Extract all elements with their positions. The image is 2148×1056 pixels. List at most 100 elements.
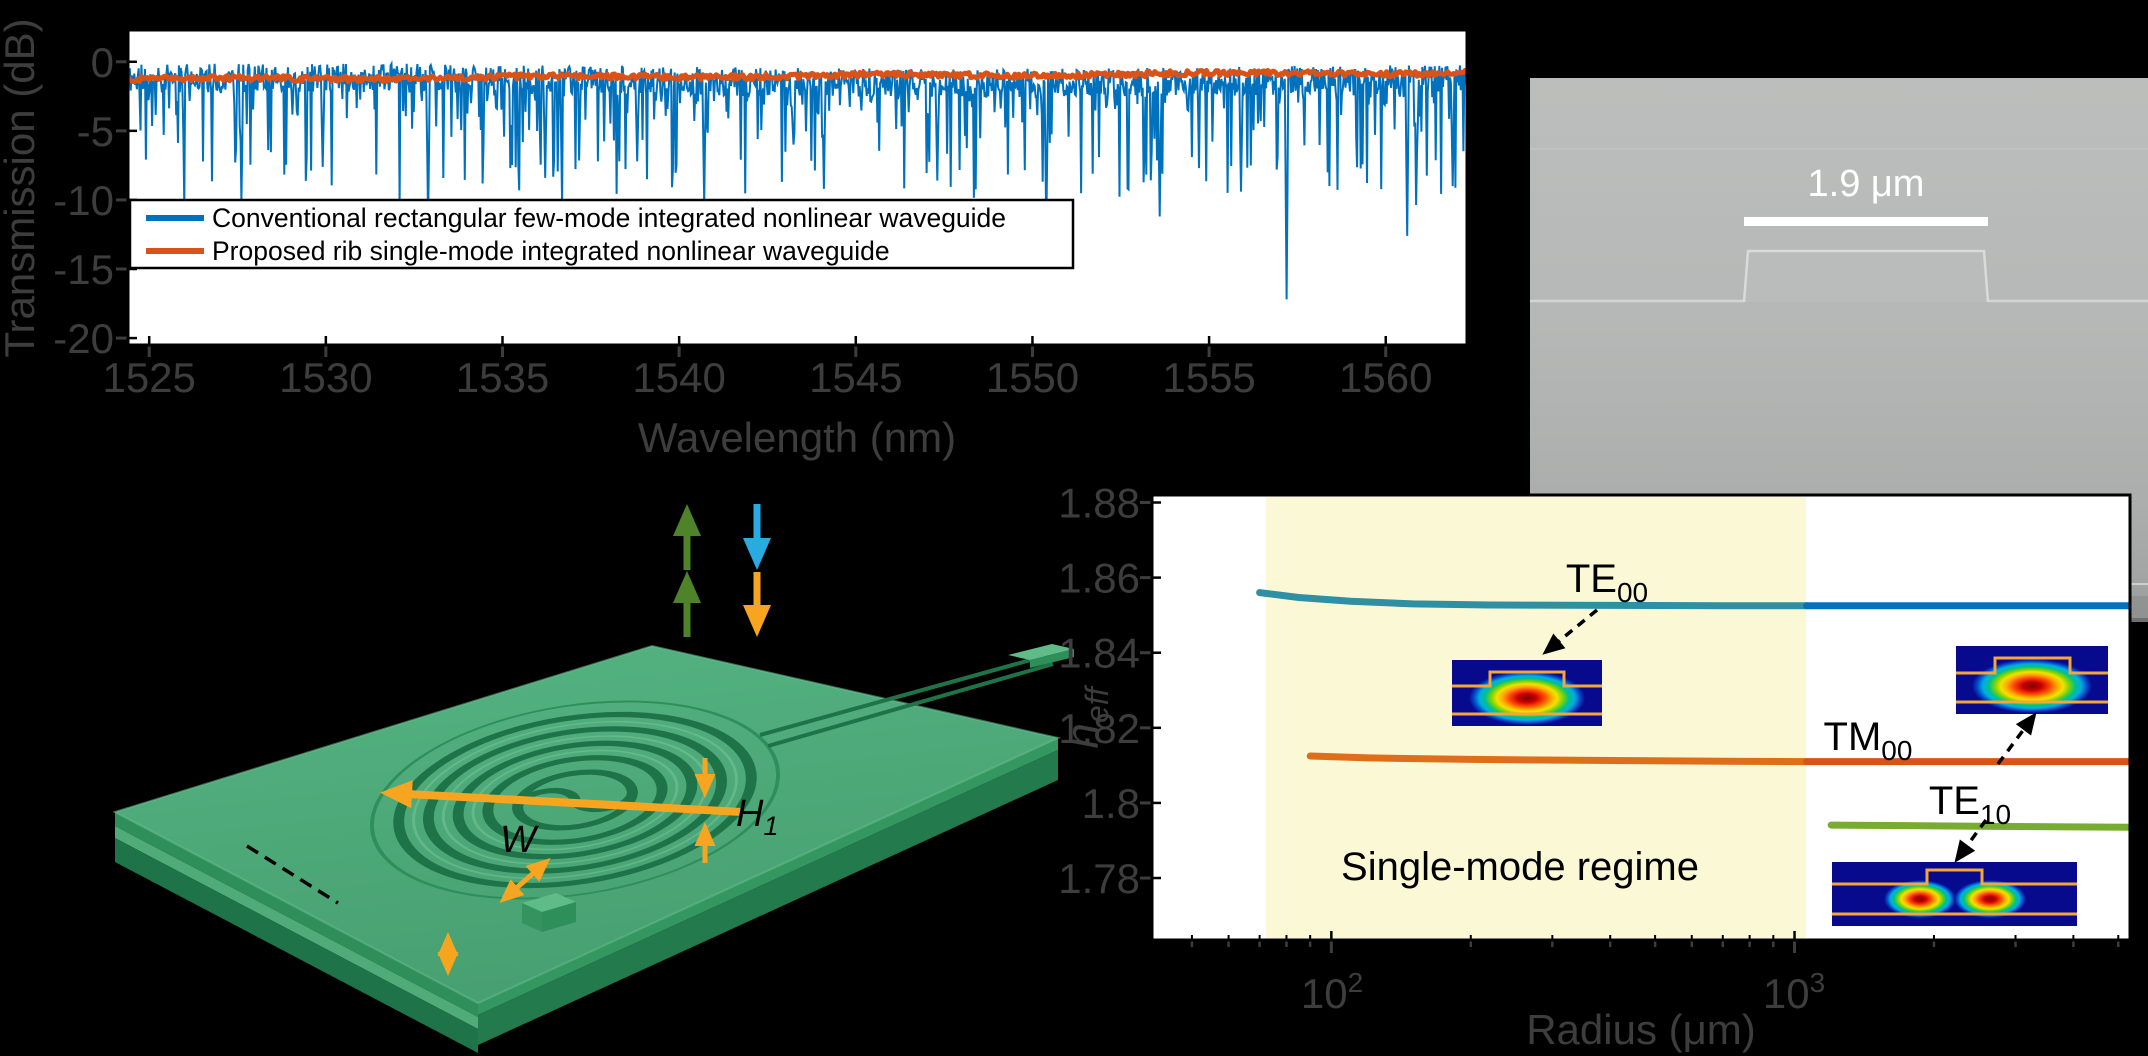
x-tick-label: 1550	[986, 354, 1079, 401]
spiral-groove	[452, 740, 698, 860]
single-mode-regime-label: Single-mode regime	[1341, 845, 1699, 889]
mode-field-lobe	[1469, 671, 1585, 725]
tm00-label-main: TM	[1824, 715, 1882, 759]
spiral-groove	[393, 711, 757, 889]
panel-transmission-plot: 1525 1530 1535 1540 1545 1550 1555 1560 0 -5 -10 -1…	[0, 18, 1469, 461]
x-tick-100-exp: 2	[1348, 967, 1364, 998]
spiral-groove	[482, 755, 668, 845]
legend-label: Proposed rib single-mode integrated nonl…	[212, 236, 890, 266]
y-tick-label: 1.88	[1058, 480, 1140, 527]
lead-out-waveguide	[759, 654, 1054, 748]
chip-left-ledge	[115, 826, 478, 1029]
y-tick-label: -10	[53, 177, 114, 224]
neff-label-main: n	[1056, 723, 1108, 749]
neff-series-group	[1256, 589, 2130, 831]
x-tick-1000-base: 10	[1763, 970, 1810, 1017]
x-tick-label-1000: 103	[1763, 967, 1825, 1017]
y-tick-label: 1.82	[1058, 705, 1140, 752]
propagation-arrow	[380, 780, 743, 816]
x-tick-label: 1540	[632, 354, 725, 401]
sem-band-line	[1530, 148, 2148, 150]
scale-bar	[1744, 217, 1988, 226]
chip-left-face-upper	[115, 812, 478, 1017]
x-tick-label: 1545	[809, 354, 902, 401]
rib-block-right-face	[542, 902, 576, 932]
y-tick-label: 1.78	[1058, 855, 1140, 902]
panel-3d-spiral: W H1	[112, 504, 1074, 1053]
spiral-ridge-highlight	[412, 720, 738, 880]
y-axis-label-neff: neff	[1056, 684, 1115, 748]
y-axis-label-transmission: Transmission (dB)	[0, 18, 43, 357]
rib-height-label-main: H	[736, 793, 764, 835]
legend-label: Conventional rectangular few-mode integr…	[212, 203, 1006, 233]
waveguide-outline	[1956, 656, 2108, 704]
mode-field-lobe-left	[1884, 880, 1956, 918]
spiral-ridge-highlight	[471, 749, 679, 851]
spiral-groove	[422, 726, 728, 874]
spectrum-axes-group: 1525 1530 1535 1540 1545 1550 1555 1560 0 -5 -10 -1…	[53, 39, 1432, 401]
x-tick-label: 1525	[102, 354, 195, 401]
rib-height-label-sub: 1	[763, 811, 778, 841]
mode-inset-te10	[1832, 862, 2077, 926]
mode-field-lobe-right	[1954, 880, 2026, 918]
x-tick-label: 1560	[1339, 354, 1432, 401]
facet-step-side	[1030, 649, 1074, 668]
tm00-label: TM00	[1824, 715, 1913, 766]
waveguide-outline	[1452, 670, 1602, 716]
x-axis-label-radius: Radius (μm)	[1526, 1006, 1756, 1053]
y-tick-label: -5	[77, 108, 114, 155]
y-tick-label: -20	[53, 315, 114, 362]
x-tick-100-base: 10	[1301, 970, 1348, 1017]
series-rib-waveguide	[128, 67, 1467, 85]
x-tick-label: 1535	[456, 354, 549, 401]
spectrum-series-group	[128, 60, 1467, 300]
mode-inset-tm00	[1956, 646, 2108, 714]
sem-rib-fill	[1744, 251, 1988, 302]
neff-series-TE10	[1827, 821, 2130, 831]
neff-label-sub: eff	[1079, 684, 1115, 723]
tm00-label-sub: 00	[1881, 735, 1912, 766]
x-tick-label: 1555	[1162, 354, 1255, 401]
x-axis-label-wavelength: Wavelength (nm)	[638, 414, 956, 461]
x-tick-1000-exp: 3	[1810, 967, 1826, 998]
te10-label: TE10	[1929, 779, 2011, 830]
te00-label: TE00	[1566, 557, 1648, 608]
facet-step-top	[1008, 644, 1074, 660]
y-tick-label: 0	[91, 39, 114, 86]
te10-label-sub: 10	[1980, 799, 2011, 830]
legend-box	[128, 198, 1075, 270]
te00-label-sub: 00	[1617, 577, 1648, 608]
te00-annotation-arrow	[1542, 608, 1599, 655]
x-tick-label: 1530	[279, 354, 372, 401]
te00-label-main: TE	[1566, 557, 1617, 601]
sem-rib-outline	[1742, 249, 1990, 303]
neff-axes-group: 1.88 1.86 1.84 1.82 1.8 1.78	[1058, 480, 2120, 953]
cross-section-cut-line	[246, 844, 339, 905]
mode-inset-te00	[1452, 660, 1602, 726]
spiral-outer-boundary	[370, 700, 780, 900]
te10-annotation-arrow	[1954, 818, 1988, 863]
chip-right-face-lower	[478, 750, 1058, 1045]
chip-right-face-upper	[478, 738, 1058, 1015]
plot-border-d	[1150, 493, 2132, 942]
neff-series-TE00-in-region	[1256, 589, 1811, 610]
chip-left-face-lower	[115, 838, 478, 1053]
x-tick-label-100: 102	[1301, 967, 1363, 1017]
rib-height-label: H1	[736, 793, 778, 841]
waveguide-outline	[1832, 868, 2077, 916]
plot-border-a	[126, 28, 1469, 347]
te10-label-main: TE	[1929, 779, 1980, 823]
width-label: W	[500, 819, 539, 861]
y-tick-label: 1.84	[1058, 630, 1140, 677]
spectrum-legend: Conventional rectangular few-mode integr…	[128, 198, 1075, 270]
mode-field-lobe	[1972, 659, 2092, 713]
scale-bar-label: 1.9 μm	[1808, 163, 1925, 205]
y-tick-label: 1.8	[1082, 780, 1140, 827]
y-tick-label: 1.86	[1058, 555, 1140, 602]
w-dimension-arrow	[499, 858, 551, 903]
rib-block-front-face	[522, 903, 542, 932]
neff-series-TM00-in-region	[1306, 752, 1811, 766]
tm00-annotation-arrow	[1996, 712, 2037, 766]
